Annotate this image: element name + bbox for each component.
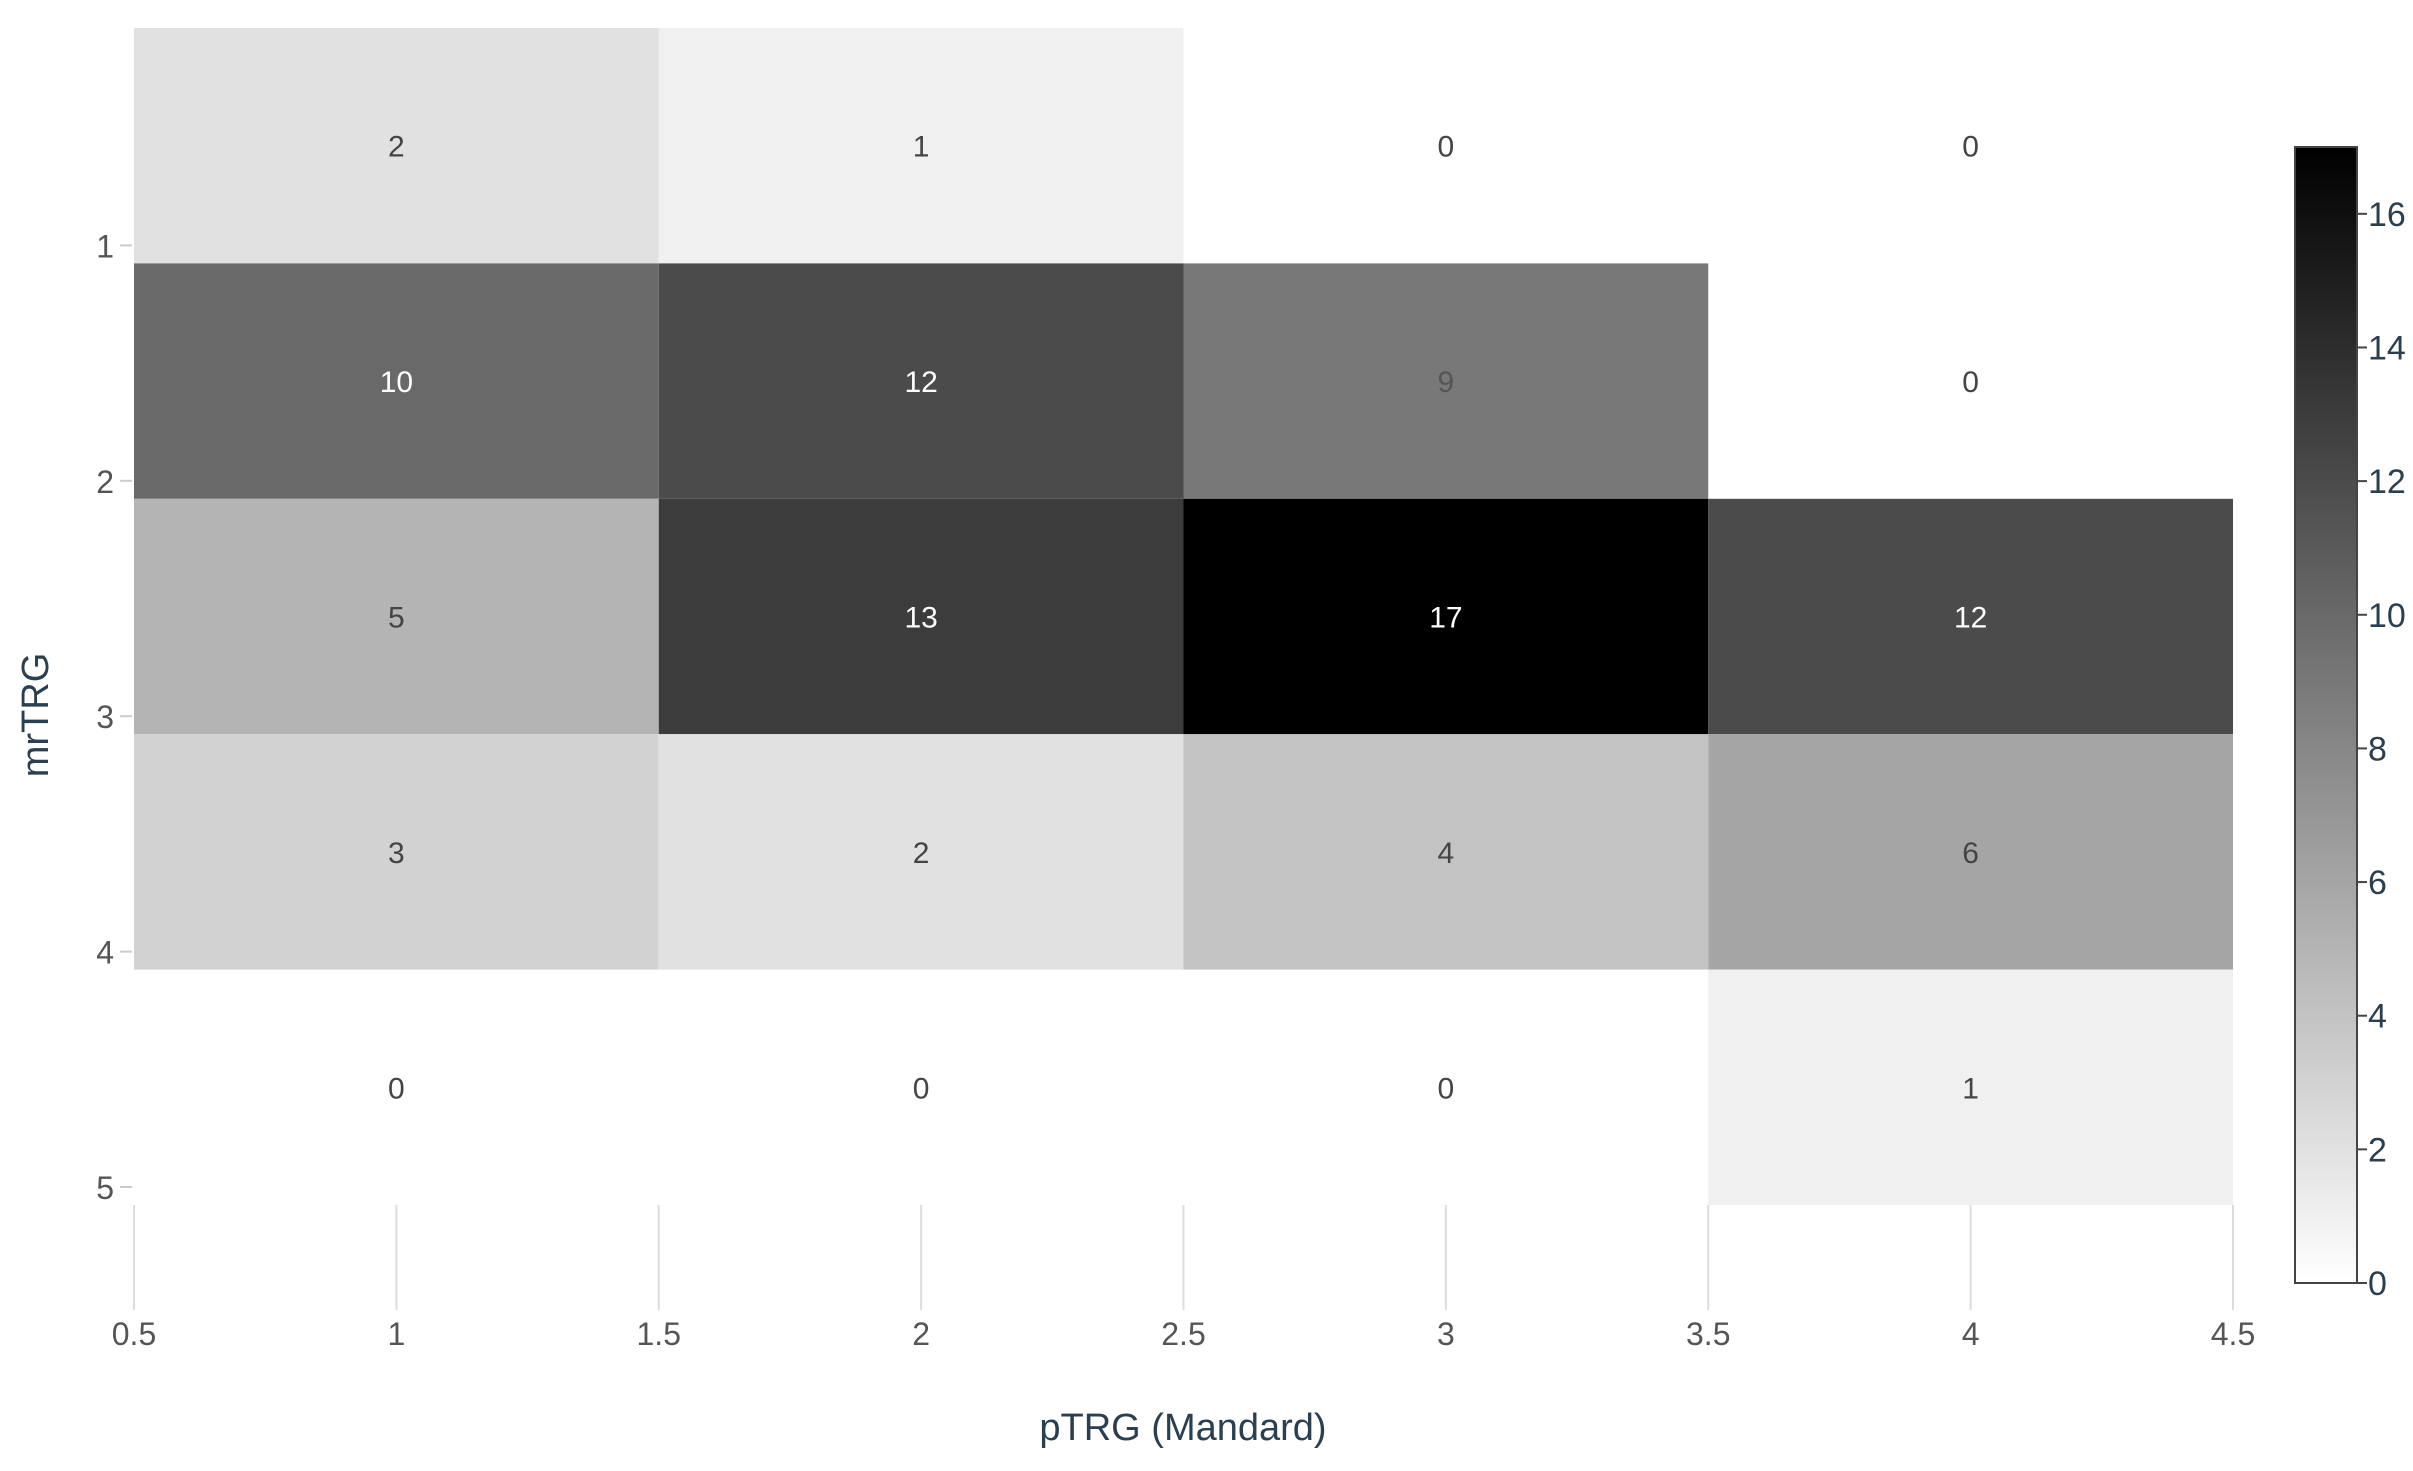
cell-value-label: 9	[1438, 366, 1455, 399]
cell-value-label: 5	[388, 602, 405, 635]
cell-value-label: 0	[913, 1072, 930, 1105]
heatmap-cell	[1183, 734, 1709, 970]
x-tick-label: 1	[387, 1316, 405, 1352]
x-tick-label: 3	[1437, 1316, 1455, 1352]
y-axis-label: mrTRG	[15, 653, 57, 778]
colorbar-gradient	[2294, 146, 2358, 1284]
y-tick-label: 4	[96, 935, 114, 971]
cell-value-label: 12	[1954, 602, 1987, 635]
x-axis-ticks: 0.5 1 1.5 2 2.5 3 3.5 4 4.5	[112, 1316, 2255, 1352]
heatmap-cell	[658, 498, 1184, 735]
cell-value-label: 0	[1962, 131, 1979, 164]
heatmap-cells	[134, 28, 2233, 1205]
colorbar-tick-label: 12	[2368, 463, 2406, 501]
cell-value-label: 0	[1438, 1072, 1455, 1105]
y-tick-label: 5	[96, 1170, 114, 1206]
cell-value-label: 2	[388, 131, 405, 164]
colorbar-tick-label: 2	[2368, 1131, 2387, 1169]
colorbar-tick-label: 4	[2368, 998, 2387, 1036]
x-tick-label: 2	[912, 1316, 930, 1352]
heatmap-cell	[1708, 734, 2233, 970]
y-tick-label: 1	[96, 228, 114, 264]
cell-value-label: 0	[388, 1072, 405, 1105]
colorbar-tick-label: 6	[2368, 864, 2387, 902]
cell-value-label: 12	[904, 366, 937, 399]
cell-value-label: 0	[1438, 131, 1455, 164]
heatmap-cell	[658, 263, 1184, 499]
x-tick-label: 2.5	[1161, 1316, 1205, 1352]
heatmap-cell	[134, 263, 659, 499]
x-tick-label: 3.5	[1686, 1316, 1730, 1352]
x-gridlines	[133, 1205, 2234, 1310]
cell-value-label: 1	[913, 131, 930, 164]
colorbar-tick-label: 16	[2368, 196, 2406, 234]
colorbar-tick-label: 8	[2368, 730, 2387, 768]
heatmap-cell	[1708, 498, 2233, 735]
cell-value-label: 0	[1962, 366, 1979, 399]
x-tick-label: 0.5	[112, 1316, 156, 1352]
heatmap-cell	[658, 734, 1184, 970]
cell-value-label: 1	[1962, 1072, 1979, 1105]
y-tick-label: 3	[96, 699, 114, 735]
x-tick-label: 4	[1962, 1316, 1980, 1352]
colorbar-ticks: 0 2 4 6 8 10 12 14 16	[2357, 196, 2406, 1303]
colorbar-tick-label: 14	[2368, 329, 2406, 367]
heatmap-cell	[1708, 969, 2233, 1205]
cell-value-label: 2	[913, 837, 930, 870]
x-axis-label: pTRG (Mandard)	[1039, 1407, 1326, 1449]
y-tick-label: 2	[96, 464, 114, 500]
cell-value-label: 13	[904, 602, 937, 635]
x-tick-label: 1.5	[637, 1316, 681, 1352]
cell-value-label: 6	[1962, 837, 1979, 870]
heatmap-cell	[1183, 498, 1709, 735]
heatmap-cell	[134, 734, 659, 970]
cell-value-label: 3	[388, 837, 405, 870]
heatmap-cell	[658, 28, 1184, 264]
y-axis-ticks: 1 2 3 4 5	[96, 228, 132, 1206]
colorbar-tick-label: 0	[2368, 1265, 2387, 1303]
colorbar: 0 2 4 6 8 10 12 14 16	[2294, 146, 2406, 1303]
cell-value-label: 10	[380, 366, 413, 399]
heatmap-cell	[134, 28, 659, 264]
colorbar-tick-label: 10	[2368, 597, 2406, 635]
x-tick-label: 4.5	[2211, 1316, 2255, 1352]
cell-value-label: 4	[1438, 837, 1455, 870]
cell-value-labels: 2 1 0 010 12 9 05 13 17 123 2 4 60 0 0 1	[380, 131, 1988, 1106]
heatmap-cell	[1183, 263, 1709, 499]
heatmap-cell	[134, 498, 659, 735]
cell-value-label: 17	[1429, 602, 1462, 635]
